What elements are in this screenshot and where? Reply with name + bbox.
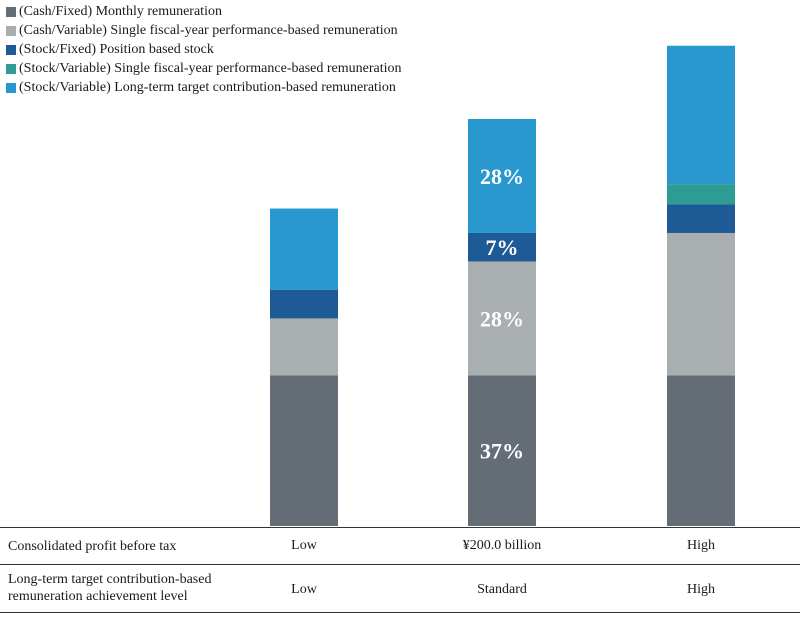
bar-data-label: 28% (480, 164, 524, 189)
bar-data-label: 28% (480, 306, 524, 331)
cell-profit-low: Low (291, 538, 317, 553)
bar-segment (667, 184, 735, 205)
bar-segment (667, 45, 735, 185)
legend-item: (Cash/Variable) Single fiscal-year perfo… (6, 21, 402, 40)
bar-segment (270, 289, 338, 319)
legend-label: (Stock/Variable) Single fiscal-year perf… (19, 60, 402, 76)
row-label-profit: Consolidated profit before tax (8, 539, 177, 554)
bar-segment (667, 375, 735, 526)
legend-item: (Stock/Variable) Long-term target contri… (6, 78, 402, 97)
bar-segment (667, 204, 735, 233)
legend-item: (Stock/Variable) Single fiscal-year perf… (6, 59, 402, 78)
legend-label: (Cash/Fixed) Monthly remuneration (19, 3, 222, 19)
table-row-profit: Consolidated profit before tax Low ¥200.… (0, 527, 800, 565)
row-label-achievement: Long-term target contribution-based remu… (8, 572, 212, 604)
cell-achievement-standard: Standard (477, 582, 527, 597)
bar-segment (270, 318, 338, 376)
bar-data-label: 37% (480, 439, 524, 464)
legend-item: (Stock/Fixed) Position based stock (6, 40, 402, 59)
stacked-bar-chart: 37% 28% 7% 28% (270, 45, 735, 526)
bar-data-label: 7% (486, 235, 519, 260)
cell-profit-standard: ¥200.0 billion (462, 538, 542, 553)
bar-segment (468, 232, 536, 262)
bar-segment (468, 375, 536, 526)
bar-segment (270, 208, 338, 290)
legend-label: (Stock/Fixed) Position based stock (19, 41, 214, 57)
legend-label: (Cash/Variable) Single fiscal-year perfo… (19, 22, 398, 38)
cell-achievement-low: Low (291, 582, 317, 597)
cell-achievement-high: High (687, 582, 715, 597)
table-row-achievement: Long-term target contribution-based remu… (0, 565, 800, 613)
cell-profit-high: High (687, 538, 715, 553)
bar-segment (468, 261, 536, 376)
bar-segment (468, 119, 536, 233)
bar-segment (270, 375, 338, 526)
legend-swatch (6, 44, 16, 55)
chart-legend: (Cash/Fixed) Monthly remuneration (Cash/V… (6, 2, 402, 97)
bar-segment (667, 232, 735, 376)
legend-swatch (6, 63, 16, 74)
legend-swatch (6, 25, 16, 36)
legend-item: (Cash/Fixed) Monthly remuneration (6, 2, 402, 21)
legend-swatch (6, 82, 16, 93)
legend-label: (Stock/Variable) Long-term target contri… (19, 79, 396, 95)
legend-swatch (6, 6, 16, 17)
